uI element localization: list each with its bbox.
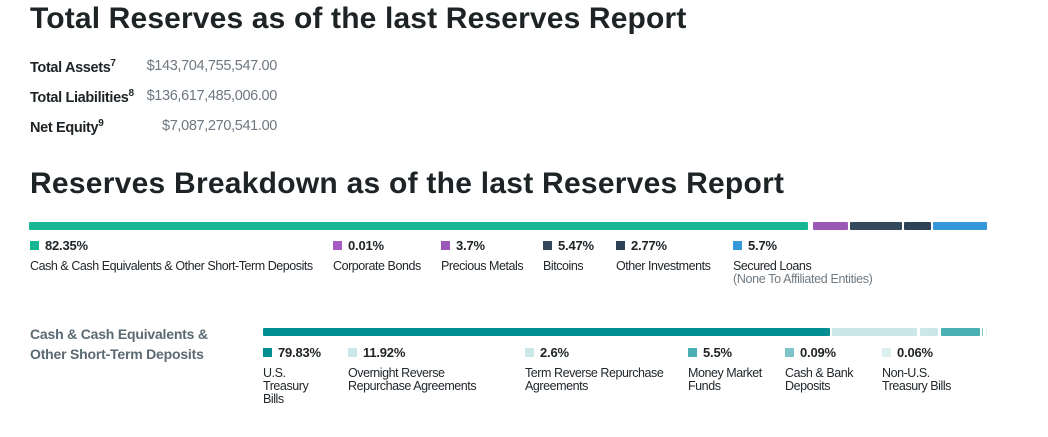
legend-item-header: 5.7% xyxy=(733,238,872,253)
bar-segment-other-investments xyxy=(904,222,931,230)
bar-segment-precious-metals xyxy=(812,222,848,230)
legend-label: Term Reverse Repurchase Agreements xyxy=(525,366,664,393)
legend-swatch-secured-loans xyxy=(733,241,742,250)
footnote-ref-9: 9 xyxy=(98,118,104,129)
legend-item-header: 2.6% xyxy=(525,345,683,360)
legend-item-cash-equivalents: 82.35% Cash & Cash Equivalents & Other S… xyxy=(30,238,313,273)
legend-label: Precious Metals xyxy=(441,259,524,273)
cash-breakdown-bar xyxy=(263,328,987,336)
legend-item-money-market-funds: 5.5% Money Market Funds xyxy=(688,345,778,393)
legend-item-header: 5.5% xyxy=(688,345,778,360)
total-liabilities-label: Total Liabilities8 xyxy=(30,88,134,106)
legend-swatch-non-us-treasury-bills xyxy=(882,348,891,357)
legend-item-secured-loans: 5.7% Secured Loans (None To Affiliated E… xyxy=(733,238,873,286)
legend-label: Bitcoins xyxy=(543,259,584,273)
legend-percent: 5.47% xyxy=(558,238,594,253)
total-liabilities-value: $136,617,485,006.00 xyxy=(146,88,278,104)
legend-percent: 5.7% xyxy=(748,238,777,253)
bar-segment-non-us-treasury-bills xyxy=(985,328,987,336)
legend-percent: 11.92% xyxy=(363,345,406,360)
legend-label: Secured Loans xyxy=(733,259,812,273)
legend-swatch-money-market-funds xyxy=(688,348,697,357)
stat-row-net-equity: Net Equity9 $7,087,270,541.00 xyxy=(30,118,277,136)
stat-row-total-liabilities: Total Liabilities8 $136,617,485,006.00 xyxy=(30,88,277,106)
legend-item-non-us-treasury-bills: 0.06% Non-U.S. Treasury Bills xyxy=(882,345,972,393)
legend-percent: 3.7% xyxy=(456,238,485,253)
reserves-breakdown-title: Reserves Breakdown as of the last Reserv… xyxy=(30,167,785,200)
legend-swatch-precious-metals xyxy=(441,241,450,250)
legend-item-corporate-bonds: 0.01% Corporate Bonds xyxy=(333,238,421,273)
legend-item-header: 82.35% xyxy=(30,238,313,253)
legend-item-header: 0.06% xyxy=(882,345,972,360)
legend-item-header: 11.92% xyxy=(348,345,503,360)
legend-percent: 0.06% xyxy=(897,345,933,360)
bar-segment-cash-equivalents xyxy=(29,222,808,230)
total-assets-label: Total Assets7 xyxy=(30,58,116,76)
total-assets-value: $143,704,755,547.00 xyxy=(146,58,278,74)
legend-item-term-reverse-repo: 2.6% Term Reverse Repurchase Agreements xyxy=(525,345,683,393)
legend-percent: 0.01% xyxy=(348,238,384,253)
bar-segment-bitcoins xyxy=(850,222,902,230)
total-reserves-title: Total Reserves as of the last Reserves R… xyxy=(30,2,687,35)
legend-item-header: 0.01% xyxy=(333,238,421,253)
stat-row-total-assets: Total Assets7 $143,704,755,547.00 xyxy=(30,58,277,76)
legend-swatch-bitcoins xyxy=(543,241,552,250)
reserves-breakdown-bar xyxy=(29,222,987,230)
net-equity-label: Net Equity9 xyxy=(30,118,104,136)
legend-item-header: 0.09% xyxy=(785,345,867,360)
legend-label: U.S. Treasury Bills xyxy=(263,366,309,406)
legend-swatch-other-investments xyxy=(616,241,625,250)
bar-segment-us-treasury-bills xyxy=(263,328,830,336)
legend-swatch-cash-bank-deposits xyxy=(785,348,794,357)
bar-segment-cash-bank-deposits xyxy=(982,328,984,336)
legend-item-precious-metals: 3.7% Precious Metals xyxy=(441,238,524,273)
footnote-ref-7: 7 xyxy=(110,58,116,69)
legend-label: Cash & Bank Deposits xyxy=(785,366,854,393)
legend-item-header: 2.77% xyxy=(616,238,710,253)
legend-percent: 2.77% xyxy=(631,238,667,253)
legend-label: Cash & Cash Equivalents & Other Short-Te… xyxy=(30,259,313,273)
legend-label: Other Investments xyxy=(616,259,711,273)
legend-item-header: 5.47% xyxy=(543,238,594,253)
cash-section-label: Cash & Cash Equivalents & Other Short-Te… xyxy=(30,326,208,362)
net-equity-value: $7,087,270,541.00 xyxy=(162,118,277,134)
bar-segment-secured-loans xyxy=(933,222,987,230)
legend-label: Money Market Funds xyxy=(688,366,762,393)
legend-swatch-overnight-reverse-repo xyxy=(348,348,357,357)
legend-percent: 79.83% xyxy=(278,345,321,360)
legend-percent: 5.5% xyxy=(703,345,732,360)
legend-percent: 2.6% xyxy=(540,345,569,360)
legend-percent: 0.09% xyxy=(800,345,836,360)
bar-segment-overnight-reverse-repo xyxy=(832,328,918,336)
legend-swatch-term-reverse-repo xyxy=(525,348,534,357)
legend-swatch-corporate-bonds xyxy=(333,241,342,250)
footnote-ref-8: 8 xyxy=(128,88,135,99)
legend-percent: 82.35% xyxy=(45,238,88,253)
legend-swatch-us-treasury-bills xyxy=(263,348,272,357)
legend-label: Overnight Reverse Repurchase Agreements xyxy=(348,366,477,393)
legend-item-header: 3.7% xyxy=(441,238,523,253)
legend-note: (None To Affiliated Entities) xyxy=(733,272,873,286)
legend-item-us-treasury-bills: 79.83% U.S. Treasury Bills xyxy=(263,345,325,406)
legend-item-other-investments: 2.77% Other Investments xyxy=(616,238,711,273)
legend-swatch-cash-equivalents xyxy=(30,241,39,250)
legend-item-overnight-reverse-repo: 11.92% Overnight Reverse Repurchase Agre… xyxy=(348,345,503,393)
legend-item-bitcoins: 5.47% Bitcoins xyxy=(543,238,594,273)
legend-item-header: 79.83% xyxy=(263,345,325,360)
legend-item-cash-bank-deposits: 0.09% Cash & Bank Deposits xyxy=(785,345,867,393)
bar-segment-money-market-funds xyxy=(940,328,980,336)
legend-label: Corporate Bonds xyxy=(333,259,421,273)
legend-label: Non-U.S. Treasury Bills xyxy=(882,366,951,393)
bar-segment-term-reverse-repo xyxy=(919,328,939,336)
